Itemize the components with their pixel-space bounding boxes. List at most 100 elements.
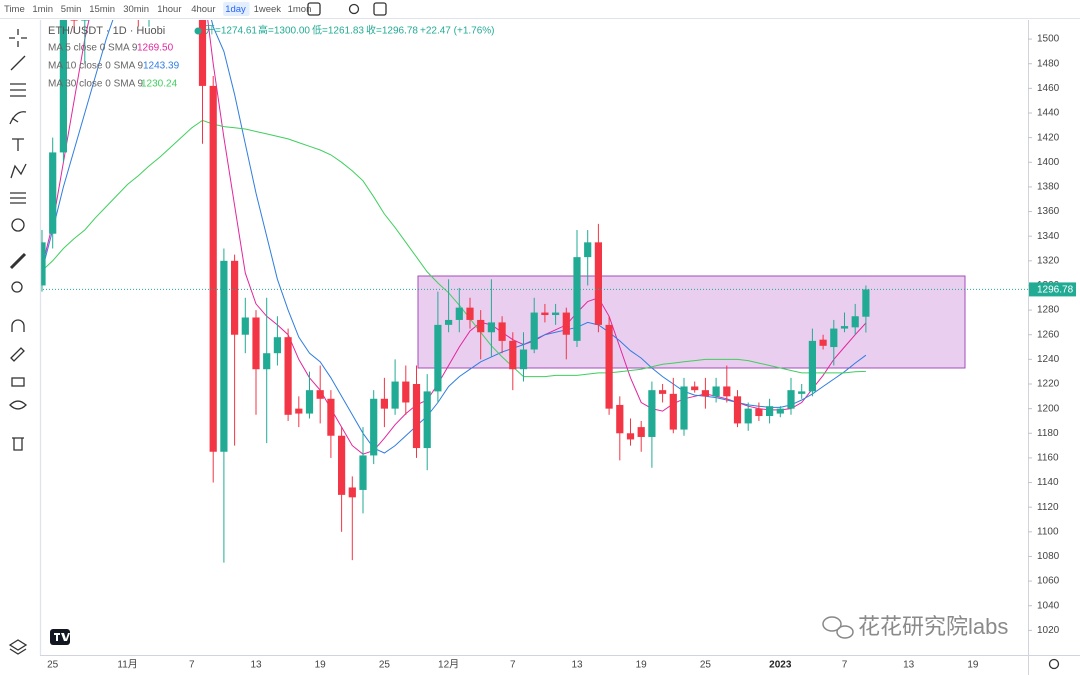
y-tick-label: 1020 — [1037, 625, 1060, 636]
candle-body — [305, 390, 314, 414]
timeframe-button[interactable]: 5min — [61, 4, 82, 15]
lock-tool[interactable] — [11, 377, 25, 387]
candle-body — [669, 393, 677, 430]
y-tick-label: 1360 — [1037, 206, 1060, 217]
lock-drawing-tool[interactable] — [10, 347, 25, 362]
x-tick-label: 25 — [379, 660, 391, 671]
candle-body — [830, 328, 838, 348]
timeframe-button[interactable]: 4hour — [191, 4, 215, 15]
emoji-tool[interactable] — [11, 218, 25, 232]
timeframe-button[interactable]: 1mon — [288, 4, 312, 15]
candle-body — [338, 435, 346, 495]
y-tick-label: 1180 — [1037, 428, 1059, 439]
candle-body — [477, 319, 485, 333]
candle-body — [594, 242, 602, 325]
settings-button[interactable] — [348, 3, 360, 15]
x-tick-label: 13 — [250, 660, 262, 671]
chart-title: ETH/USDT · 1D · Huobi — [48, 25, 165, 37]
candle-body — [295, 408, 303, 414]
legend-name: MA 5 close 0 SMA 9 — [48, 43, 138, 54]
candle-body — [648, 390, 656, 437]
timeframe-button[interactable]: 1day — [225, 4, 246, 15]
layers-button[interactable] — [8, 639, 28, 655]
ohlc-legend: 高=1300.00 — [258, 24, 310, 37]
y-tick-label: 1200 — [1037, 403, 1060, 414]
y-tick-label: 1400 — [1037, 157, 1060, 168]
candle-body — [40, 242, 46, 286]
y-tick-label: 1320 — [1037, 255, 1060, 266]
price-tag-label: 1296.78 — [1037, 285, 1074, 296]
timeframe-button[interactable]: 1week — [254, 4, 282, 15]
candle-body — [49, 152, 57, 234]
x-tick-label: 13 — [571, 660, 583, 671]
legend-value: 1243.39 — [143, 61, 180, 72]
candle-body — [819, 339, 827, 346]
candle-body — [701, 390, 709, 397]
candle-body — [626, 433, 635, 440]
candle-body — [712, 386, 720, 397]
ohlc-legend: 低=1261.83 — [312, 24, 364, 37]
candle-body — [509, 340, 517, 370]
candle-body — [744, 408, 752, 424]
x-tick-label: 11月 — [117, 659, 137, 671]
candle-body — [584, 242, 592, 258]
candle-body — [327, 398, 335, 436]
candle-body — [455, 307, 463, 320]
chart-type-button[interactable] — [307, 2, 321, 16]
fib-tool[interactable] — [10, 83, 26, 97]
candle-body — [530, 312, 538, 350]
ohlc-legend: +22.47 (+1.76%) — [420, 26, 495, 37]
timeframe-button[interactable]: 1min — [32, 4, 53, 15]
magnet-tool[interactable] — [11, 319, 25, 332]
timeframe-button[interactable]: 1hour — [157, 4, 181, 15]
text-tool[interactable] — [12, 138, 24, 151]
candle-body — [862, 289, 870, 317]
y-tick-label: 1340 — [1037, 231, 1060, 242]
pattern-tool[interactable] — [10, 163, 27, 179]
candle-body — [434, 324, 442, 392]
candle-body — [273, 337, 281, 354]
candle-body — [680, 386, 688, 430]
candle-body — [252, 317, 260, 370]
candle-body — [423, 391, 431, 449]
candle-body — [851, 316, 859, 328]
candle-body — [562, 312, 570, 335]
ohlc-legend: 开=1274.61 — [205, 26, 257, 37]
y-tick-label: 1240 — [1037, 354, 1060, 365]
fullscreen-button[interactable] — [373, 2, 387, 16]
x-tick-label: 12月 — [438, 659, 459, 671]
zoom-tool[interactable] — [11, 281, 23, 293]
x-tick-label: 2023 — [769, 660, 792, 671]
candle-body — [840, 326, 849, 329]
candle-body — [348, 487, 356, 498]
delete-tool[interactable] — [12, 437, 24, 451]
timeframe-button[interactable]: 30min — [123, 4, 149, 15]
axis-settings-button[interactable] — [1048, 658, 1060, 670]
y-tick-label: 1460 — [1037, 83, 1060, 94]
ma-line — [41, 119, 866, 378]
candle-body — [552, 312, 560, 316]
candle-body — [808, 340, 816, 392]
x-tick-label: 7 — [189, 660, 195, 671]
visibility-tool[interactable] — [9, 400, 27, 410]
plot-area — [40, 20, 1028, 563]
ma-line — [41, 20, 867, 454]
brush-tool[interactable] — [9, 111, 27, 125]
timeframe-button[interactable]: 15min — [89, 4, 115, 15]
candle-body — [81, 20, 89, 21]
y-tick-label: 1100 — [1037, 526, 1059, 537]
trendline-tool[interactable] — [10, 55, 26, 71]
candle-body — [263, 353, 271, 370]
legend-value: 1269.50 — [137, 43, 174, 54]
y-tick-label: 1080 — [1037, 551, 1060, 562]
candle-body — [231, 260, 239, 335]
measure-tool[interactable] — [9, 252, 27, 270]
toolbar-active — [223, 2, 250, 16]
candle-body — [359, 455, 367, 490]
prediction-tool[interactable] — [10, 192, 26, 204]
x-tick-label: 25 — [700, 660, 712, 671]
crosshair-tool[interactable] — [9, 29, 27, 47]
candle-body — [519, 349, 528, 370]
